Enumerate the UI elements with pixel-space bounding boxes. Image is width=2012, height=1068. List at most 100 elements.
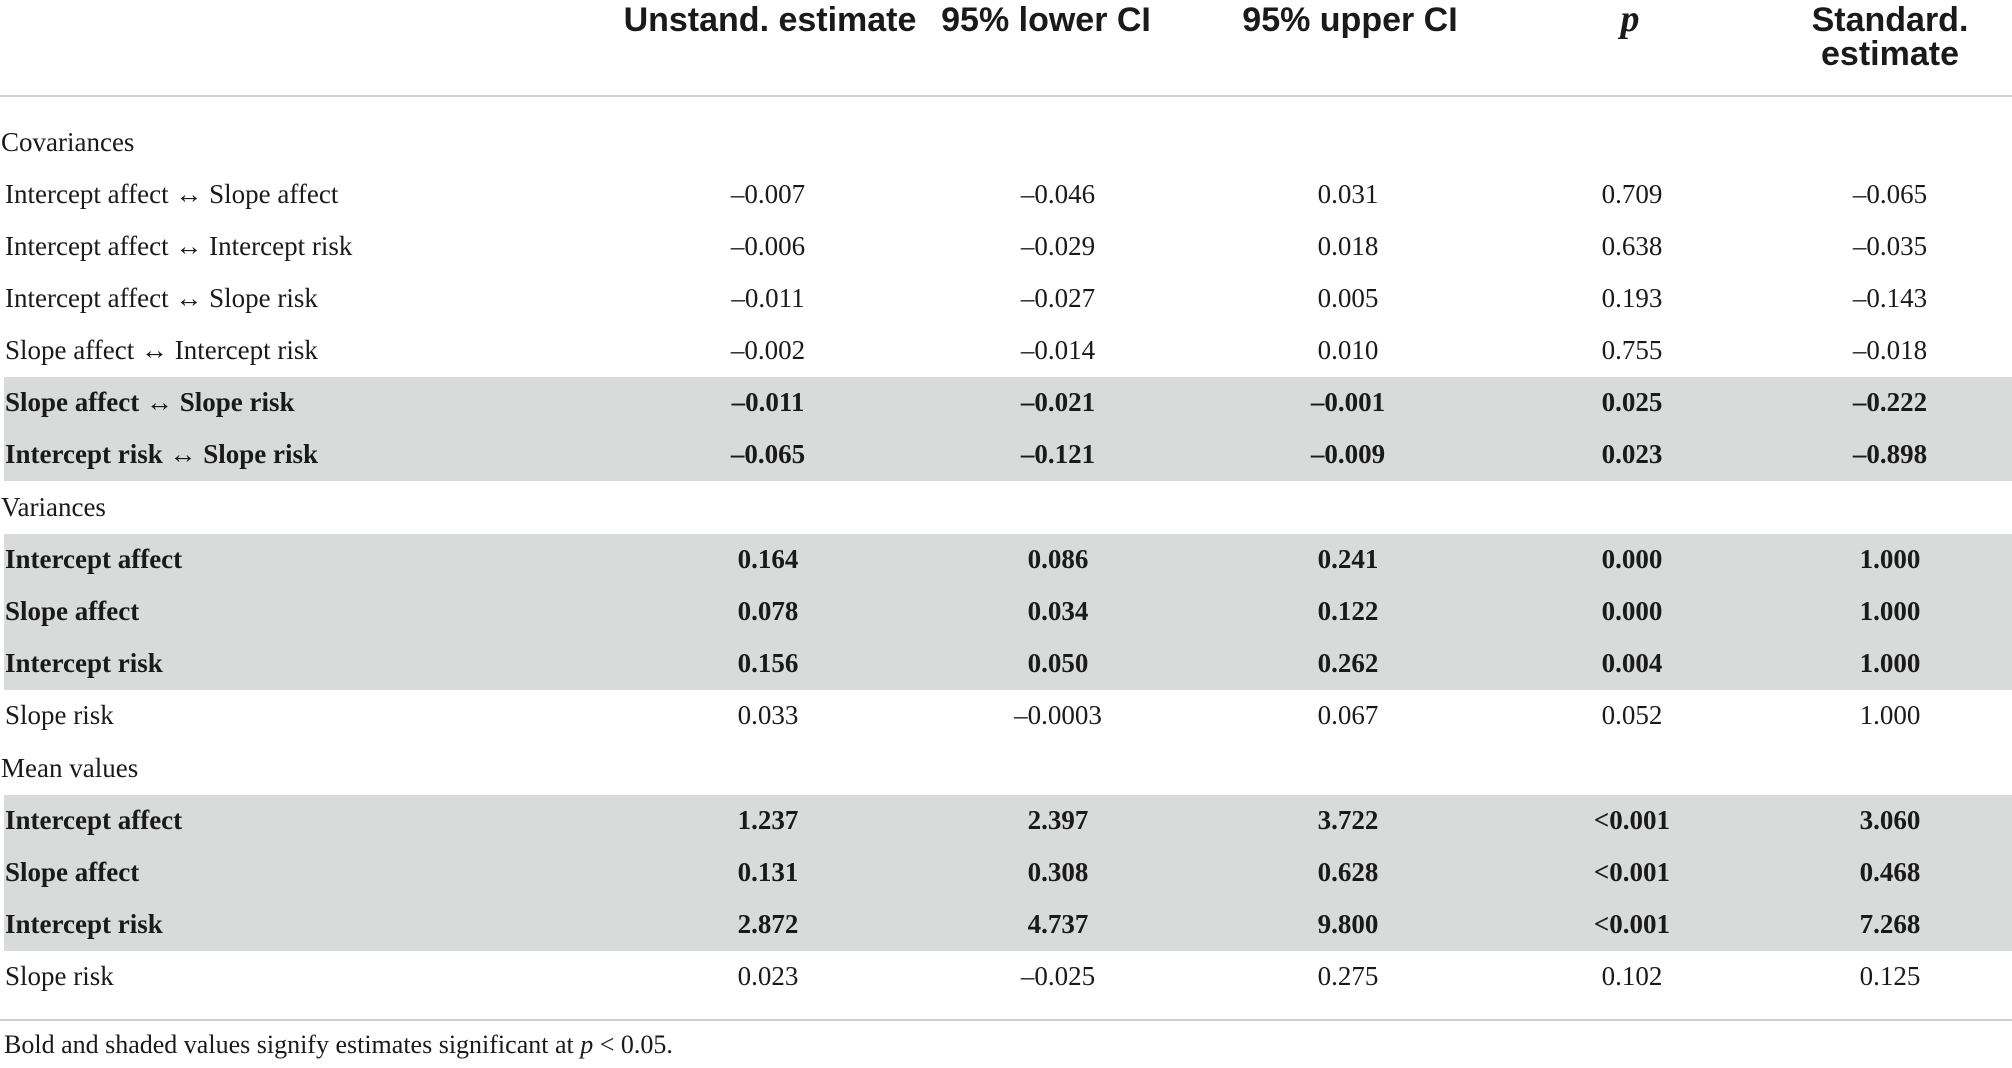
footnote-text-after: < 0.05.	[593, 1030, 673, 1059]
header-rule	[0, 95, 2012, 97]
cell-standard: 7.268	[1859, 909, 1921, 939]
cell-lower: –0.025	[1020, 961, 1096, 991]
significant-row-shade	[4, 847, 2012, 899]
significant-row-shade	[4, 638, 2012, 690]
row-label: Intercept affect	[5, 544, 183, 574]
footnote-text-before: Bold and shaded values signify estimates…	[4, 1030, 581, 1059]
significant-row-shade	[4, 429, 2012, 481]
row-label: Intercept risk ↔ Slope risk	[5, 439, 319, 469]
row-label: Slope affect	[5, 596, 140, 626]
cell-standard: 3.060	[1859, 805, 1921, 835]
cell-standard: –0.035	[1852, 231, 1928, 261]
cell-upper: 0.010	[1317, 335, 1379, 365]
row-label: Intercept affect ↔ Intercept risk	[5, 231, 353, 261]
cell-p: 0.000	[1601, 596, 1663, 626]
cell-upper: 9.800	[1317, 909, 1379, 939]
footer-rule	[0, 1019, 2012, 1021]
cell-unstand: –0.011	[731, 283, 805, 313]
cell-lower: –0.029	[1020, 231, 1096, 261]
row-label: Slope affect	[5, 857, 140, 887]
row-label: Intercept affect	[5, 805, 183, 835]
row-label: Intercept affect ↔ Slope risk	[5, 283, 318, 313]
cell-unstand: –0.007	[730, 179, 806, 209]
cell-p: <0.001	[1593, 857, 1671, 887]
row-label: Slope affect ↔ Slope risk	[5, 387, 295, 417]
cell-p: 0.709	[1601, 179, 1663, 209]
cell-lower: –0.027	[1020, 283, 1096, 313]
col-header-lower-ci: 95% lower CI	[941, 1, 1151, 39]
cell-standard: –0.065	[1852, 179, 1928, 209]
cell-unstand: 0.156	[737, 648, 799, 678]
section-covariances: Covariances	[1, 127, 135, 157]
significant-row-shade	[4, 899, 2012, 951]
cell-unstand: –0.006	[730, 231, 806, 261]
cell-upper: 0.262	[1317, 648, 1379, 678]
cell-unstand: 0.033	[737, 700, 799, 730]
cell-unstand: 0.131	[737, 857, 799, 887]
col-header-unstand: Unstand. estimate	[623, 1, 917, 39]
cell-lower: 0.034	[1027, 596, 1089, 626]
row-label: Intercept risk	[5, 909, 163, 939]
cell-standard: –0.222	[1852, 387, 1928, 417]
section-variances: Variances	[1, 492, 106, 522]
cell-standard: 0.468	[1859, 857, 1921, 887]
cell-p: 0.755	[1601, 335, 1663, 365]
cell-upper: –0.001	[1310, 387, 1386, 417]
cell-lower: 0.308	[1027, 857, 1089, 887]
cell-upper: 0.241	[1317, 544, 1379, 574]
cell-upper: 3.722	[1317, 805, 1379, 835]
cell-standard: 1.000	[1859, 544, 1921, 574]
significant-row-shade	[4, 795, 2012, 847]
cell-unstand: 2.872	[737, 909, 799, 939]
row-label: Intercept risk	[5, 648, 163, 678]
footnote-p-symbol: p	[580, 1030, 594, 1059]
cell-lower: –0.121	[1020, 439, 1096, 469]
cell-unstand: 0.023	[737, 961, 799, 991]
cell-p: 0.023	[1601, 439, 1663, 469]
cell-standard: 1.000	[1859, 596, 1921, 626]
significant-row-shade	[4, 586, 2012, 638]
cell-unstand: 0.078	[737, 596, 799, 626]
cell-p: 0.025	[1601, 387, 1663, 417]
cell-unstand: –0.002	[730, 335, 806, 365]
cell-lower: –0.046	[1020, 179, 1096, 209]
cell-lower: 0.086	[1027, 544, 1089, 574]
cell-p: <0.001	[1593, 909, 1671, 939]
cell-p: <0.001	[1593, 805, 1671, 835]
cell-upper: 0.067	[1317, 700, 1379, 730]
section-mean-values: Mean values	[1, 753, 139, 783]
cell-lower: 2.397	[1027, 805, 1089, 835]
row-label: Slope affect ↔ Intercept risk	[5, 335, 318, 365]
cell-standard: –0.898	[1852, 439, 1928, 469]
cell-p: 0.102	[1601, 961, 1663, 991]
col-header-upper-ci: 95% upper CI	[1242, 1, 1458, 39]
significant-row-shade	[4, 377, 2012, 429]
row-label: Intercept affect ↔ Slope affect	[5, 179, 339, 209]
cell-upper: 0.122	[1317, 596, 1379, 626]
cell-upper: 0.005	[1317, 283, 1379, 313]
cell-lower: 0.050	[1027, 648, 1089, 678]
cell-p: 0.638	[1601, 231, 1663, 261]
cell-p: 0.052	[1601, 700, 1663, 730]
cell-standard: –0.143	[1852, 283, 1928, 313]
cell-standard: 1.000	[1859, 700, 1921, 730]
cell-p: 0.193	[1601, 283, 1663, 313]
cell-unstand: –0.011	[731, 387, 805, 417]
cell-lower: –0.0003	[1014, 700, 1102, 730]
col-header-p: p	[1620, 0, 1640, 40]
cell-upper: 0.628	[1317, 857, 1379, 887]
cell-upper: 0.031	[1317, 179, 1379, 209]
cell-p: 0.004	[1601, 648, 1663, 678]
significant-row-shade	[4, 534, 2012, 586]
cell-unstand: 0.164	[737, 544, 799, 574]
row-label: Slope risk	[5, 700, 114, 730]
cell-upper: 0.018	[1317, 231, 1379, 261]
cell-standard: –0.018	[1852, 335, 1928, 365]
cell-upper: –0.009	[1310, 439, 1386, 469]
cell-p: 0.000	[1601, 544, 1663, 574]
cell-standard: 1.000	[1859, 648, 1921, 678]
cell-unstand: 1.237	[737, 805, 799, 835]
col-header-standard-line1: Standard.	[1811, 1, 1969, 39]
cell-unstand: –0.065	[730, 439, 806, 469]
